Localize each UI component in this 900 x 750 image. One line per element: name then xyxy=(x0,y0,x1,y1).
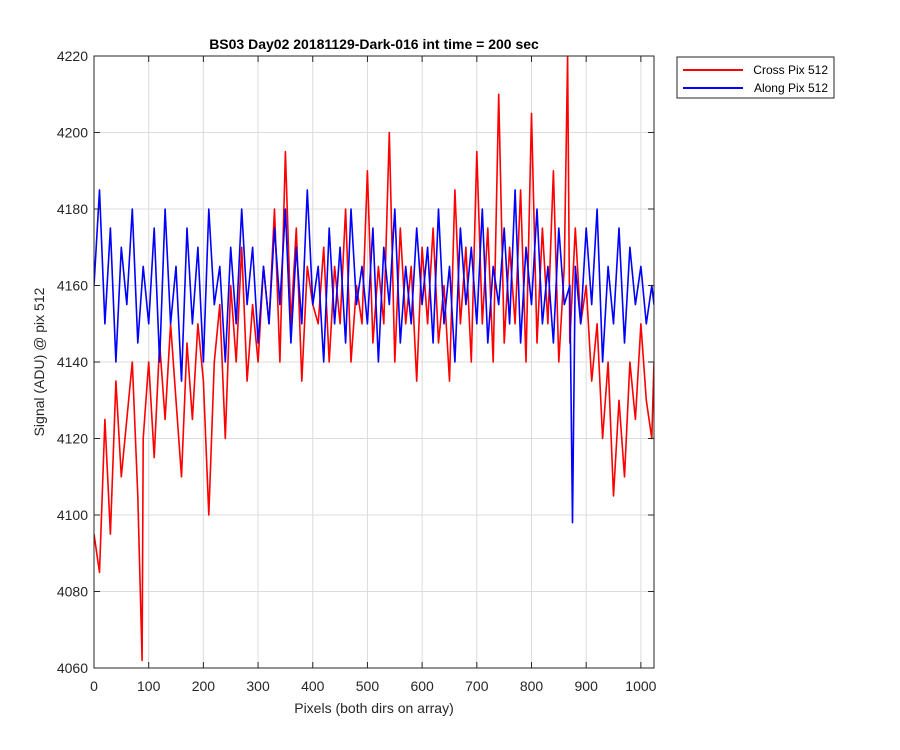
x-tick-label: 600 xyxy=(410,678,434,694)
y-tick-label: 4080 xyxy=(57,584,88,600)
y-tick-label: 4120 xyxy=(57,431,88,447)
x-tick-label: 500 xyxy=(356,678,380,694)
y-tick-label: 4140 xyxy=(57,354,88,370)
legend-label-along: Along Pix 512 xyxy=(754,81,828,95)
y-tick-label: 4160 xyxy=(57,278,88,294)
x-tick-label: 0 xyxy=(90,678,98,694)
chart-title: BS03 Day02 20181129-Dark-016 int time = … xyxy=(209,36,539,52)
y-tick-label: 4180 xyxy=(57,201,88,217)
y-tick-label: 4100 xyxy=(57,507,88,523)
x-axis-label: Pixels (both dirs on array) xyxy=(294,700,454,716)
x-tick-label: 200 xyxy=(192,678,216,694)
y-axis-label: Signal (ADU) @ pix 512 xyxy=(31,287,47,436)
x-tick-label: 700 xyxy=(465,678,489,694)
ticks: 0 100 200 300 400 500 600 700 800 900 1000 4060 4080… xyxy=(57,48,657,694)
x-tick-label: 100 xyxy=(137,678,161,694)
x-tick-label: 300 xyxy=(246,678,270,694)
x-tick-label: 400 xyxy=(301,678,325,694)
series-line-along-pix-512 xyxy=(94,189,654,524)
y-tick-label: 4060 xyxy=(57,660,88,676)
y-tick-label: 4220 xyxy=(57,48,88,64)
legend: Cross Pix 512 Along Pix 512 xyxy=(676,56,835,99)
legend-box xyxy=(676,56,835,99)
legend-label-cross: Cross Pix 512 xyxy=(753,63,828,77)
x-tick-label: 1000 xyxy=(625,678,656,694)
series-layer xyxy=(94,56,654,662)
x-tick-label: 800 xyxy=(520,678,544,694)
x-tick-label: 900 xyxy=(575,678,599,694)
y-tick-label: 4200 xyxy=(57,125,88,141)
